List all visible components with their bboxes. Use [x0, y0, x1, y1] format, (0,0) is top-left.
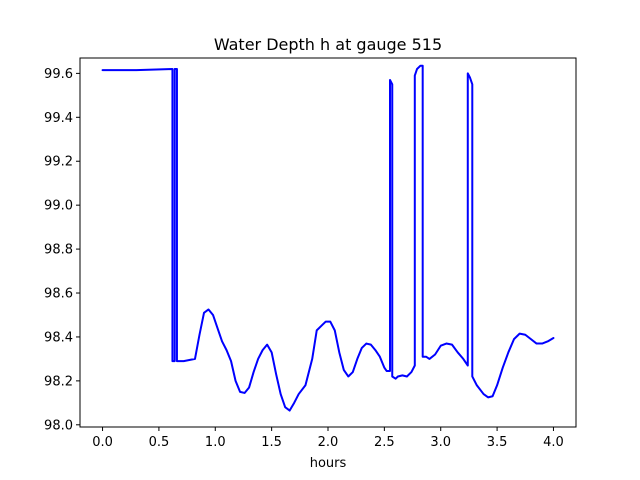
- x-tick-label: 0.0: [92, 435, 113, 450]
- x-tick-label: 1.0: [205, 435, 226, 450]
- series-line-0: [101, 64, 555, 412]
- y-tick-label: 99.0: [44, 199, 73, 214]
- y-tick-label: 98.0: [44, 418, 73, 433]
- y-tick-label: 98.8: [44, 243, 73, 258]
- x-tick-label: 3.0: [430, 435, 451, 450]
- x-tick-label: 2.0: [318, 435, 339, 450]
- x-tick-label: 0.5: [149, 435, 170, 450]
- y-tick-label: 98.2: [44, 374, 73, 389]
- x-axis: 0.0 0.5 1.0 1.5 2.0 2.5 3.0 3.5 4.0: [92, 427, 564, 450]
- series-layer: [101, 64, 555, 412]
- y-tick-label: 99.6: [44, 67, 73, 82]
- x-tick-label: 1.5: [261, 435, 282, 450]
- x-tick-label: 2.5: [374, 435, 395, 450]
- y-tick-label: 98.4: [44, 330, 73, 345]
- chart-title: Water Depth h at gauge 515: [214, 35, 442, 54]
- y-axis: 98.0 98.2 98.4 98.6 98.8 99.0 99.2 99.4 99.6: [44, 67, 80, 433]
- y-tick-label: 99.2: [44, 155, 73, 170]
- y-tick-label: 98.6: [44, 287, 73, 302]
- x-axis-label: hours: [310, 456, 347, 471]
- x-tick-label: 4.0: [543, 435, 564, 450]
- x-tick-label: 3.5: [487, 435, 508, 450]
- y-tick-label: 99.4: [44, 111, 73, 126]
